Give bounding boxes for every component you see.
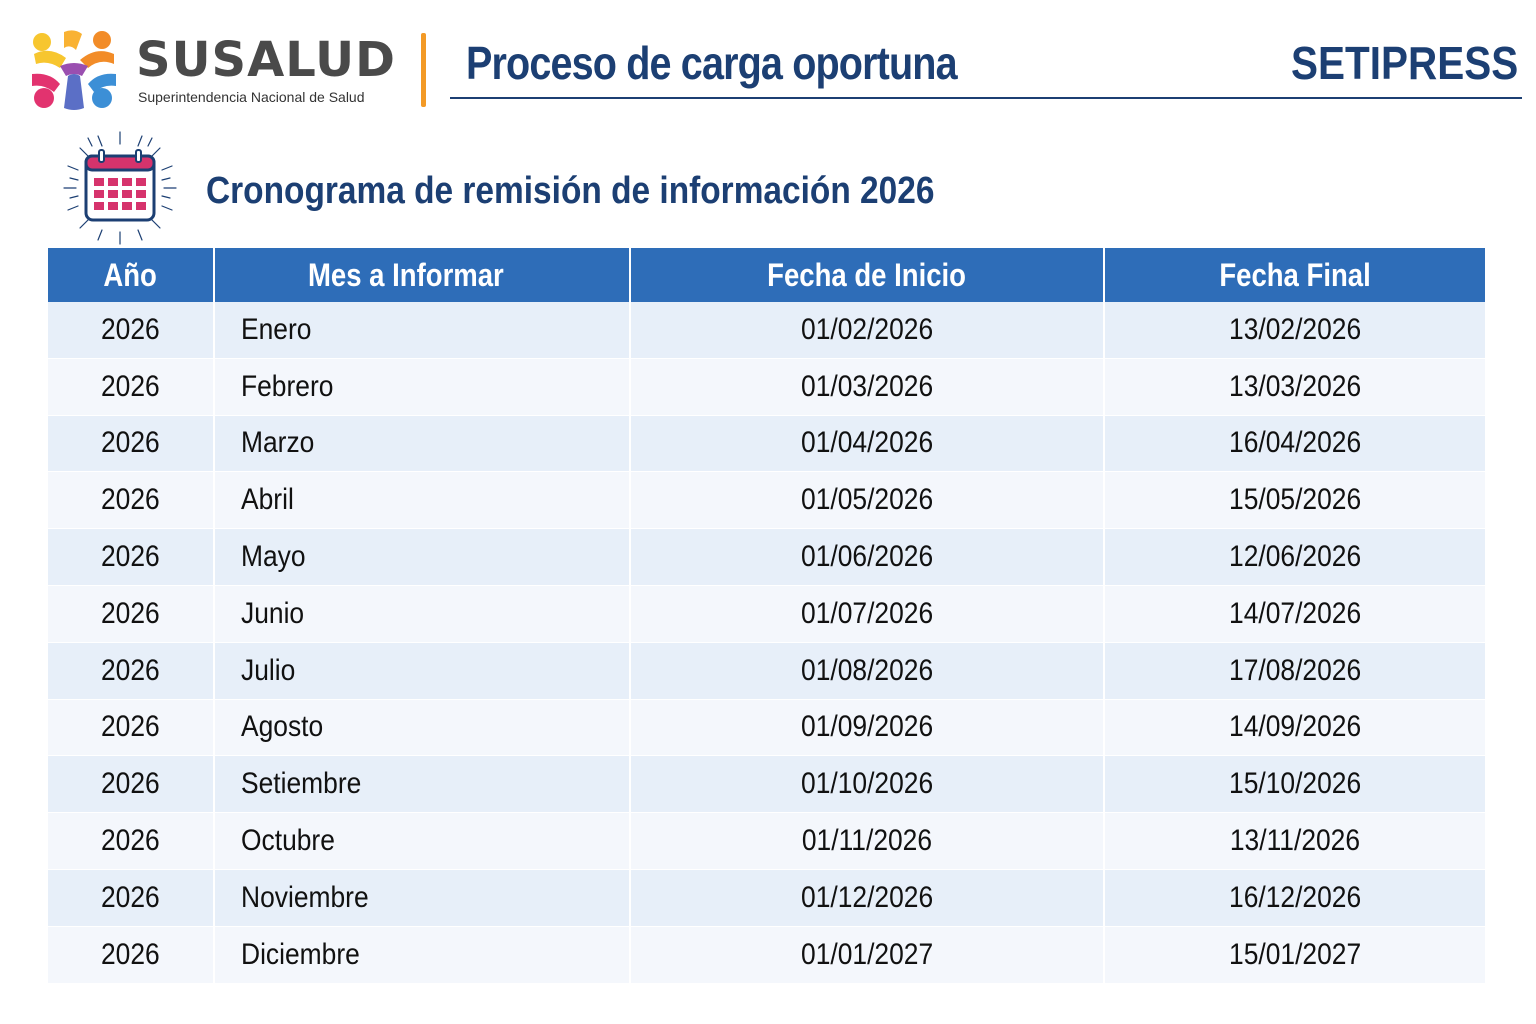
cell-month: Diciembre xyxy=(215,926,631,983)
table-row: 2026 Junio 01/07/2026 14/07/2026 xyxy=(48,585,1485,643)
cell-month: Febrero xyxy=(215,358,631,415)
cell-month: Abril xyxy=(215,472,631,529)
table-row: 2026 Diciembre 01/01/2027 15/01/2027 xyxy=(48,926,1485,984)
column-header-year: Año xyxy=(48,248,215,302)
brand-subtitle: Superintendencia Nacional de Salud xyxy=(138,89,365,105)
cell-year: 2026 xyxy=(48,529,215,585)
cell-year: 2026 xyxy=(48,699,215,756)
cell-end-date: 15/10/2026 xyxy=(1228,767,1362,801)
column-header-end-date: Fecha Final xyxy=(1219,256,1371,293)
cell-year: 2026 xyxy=(48,358,215,415)
cell-year: 2026 xyxy=(48,756,215,813)
cell-month: Mayo xyxy=(215,529,631,585)
cell-year: 2026 xyxy=(48,813,215,869)
cell-year: 2026 xyxy=(48,415,215,472)
cell-year: 2026 xyxy=(48,642,215,699)
cell-year: 2026 xyxy=(48,869,215,926)
table-row: 2026 Setiembre 01/10/2026 15/10/2026 xyxy=(48,756,1485,814)
cell-month: Junio xyxy=(215,585,631,642)
process-title: Proceso de carga oportuna xyxy=(466,37,958,89)
table-row: 2026 Marzo 01/04/2026 16/04/2026 xyxy=(48,415,1485,473)
cell-start-date: 01/07/2026 xyxy=(631,585,1105,642)
column-header-start-date: Fecha de Inicio xyxy=(631,248,1105,302)
cell-end-date: 17/08/2026 xyxy=(1228,653,1362,687)
cell-year: 2026 xyxy=(48,585,215,642)
table-row: 2026 Julio 01/08/2026 17/08/2026 xyxy=(48,642,1485,700)
cell-month: Julio xyxy=(215,642,631,699)
cell-start-date: 01/04/2026 xyxy=(631,415,1105,472)
brand-name: SUSALUD xyxy=(136,32,396,88)
schedule-table: Año Mes a Informar Fecha de Inicio Fecha… xyxy=(48,248,1485,984)
table-body: 2026 Enero 01/02/2026 13/02/2026 2026 Febrero… xyxy=(48,302,1485,984)
section-title: Cronograma de remisión de información 20… xyxy=(206,170,935,212)
cell-month: Agosto xyxy=(215,699,631,756)
header-underline xyxy=(450,97,1522,99)
cell-start-date: 01/10/2026 xyxy=(631,756,1105,813)
cell-start-date: 01/08/2026 xyxy=(631,642,1105,699)
table-row: 2026 Mayo 01/06/2026 12/06/2026 xyxy=(48,529,1485,586)
cell-month: Enero xyxy=(215,302,631,358)
cell-end-date: 15/01/2027 xyxy=(1228,937,1362,971)
cell-end-date: 16/12/2026 xyxy=(1228,880,1362,914)
cell-end-date: 14/07/2026 xyxy=(1228,596,1362,630)
cell-start-date: 01/03/2026 xyxy=(631,358,1105,415)
cell-year: 2026 xyxy=(48,302,215,358)
column-header-month: Mes a Informar xyxy=(215,248,631,302)
table-row: 2026 Octubre 01/11/2026 13/11/2026 xyxy=(48,813,1485,870)
cell-start-date: 01/09/2026 xyxy=(631,699,1105,756)
calendar-icon xyxy=(62,130,178,246)
table-header: Año Mes a Informar Fecha de Inicio Fecha… xyxy=(48,248,1485,302)
susalud-logo-icon xyxy=(30,28,118,112)
cell-end-date: 13/02/2026 xyxy=(1228,312,1362,346)
cell-start-date: 01/06/2026 xyxy=(631,529,1105,585)
cell-end-date: 13/11/2026 xyxy=(1229,824,1361,858)
cell-end-date: 16/04/2026 xyxy=(1228,426,1362,460)
cell-start-date: 01/05/2026 xyxy=(631,472,1105,529)
table-row: 2026 Febrero 01/03/2026 13/03/2026 xyxy=(48,358,1485,416)
cell-month: Octubre xyxy=(215,813,631,869)
table-row: 2026 Enero 01/02/2026 13/02/2026 xyxy=(48,302,1485,359)
table-row: 2026 Noviembre 01/12/2026 16/12/2026 xyxy=(48,869,1485,927)
cell-start-date: 01/11/2026 xyxy=(631,813,1105,869)
cell-end-date: 13/03/2026 xyxy=(1228,369,1362,403)
cell-year: 2026 xyxy=(48,926,215,983)
cell-end-date: 14/09/2026 xyxy=(1228,710,1362,744)
cell-start-date: 01/02/2026 xyxy=(631,302,1105,358)
table-row: 2026 Agosto 01/09/2026 14/09/2026 xyxy=(48,699,1485,757)
header-divider xyxy=(421,33,426,107)
cell-month: Noviembre xyxy=(215,869,631,926)
cell-month: Setiembre xyxy=(215,756,631,813)
cell-start-date: 01/12/2026 xyxy=(631,869,1105,926)
cell-month: Marzo xyxy=(215,415,631,472)
cell-end-date: 15/05/2026 xyxy=(1228,483,1362,517)
program-name: SETIPRESS xyxy=(1290,37,1518,89)
cell-start-date: 01/01/2027 xyxy=(631,926,1105,983)
cell-end-date: 12/06/2026 xyxy=(1228,540,1362,574)
cell-year: 2026 xyxy=(48,472,215,529)
table-row: 2026 Abril 01/05/2026 15/05/2026 xyxy=(48,472,1485,530)
